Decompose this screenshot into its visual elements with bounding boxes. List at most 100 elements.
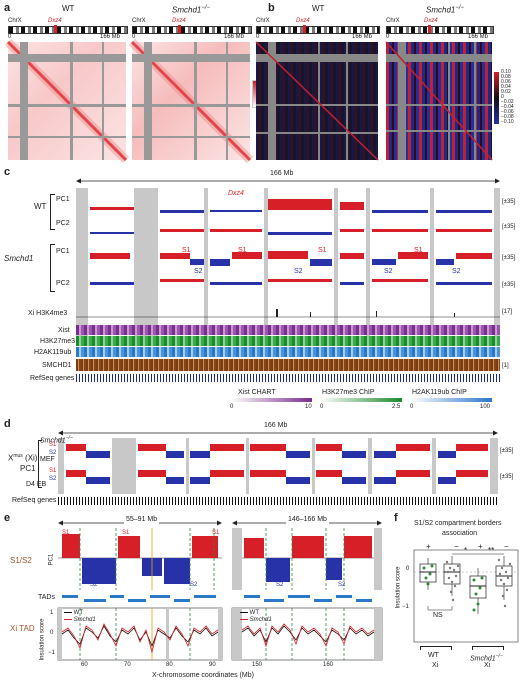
smchd1-label: SMCHD1 xyxy=(42,362,72,369)
colorbar-b-labels: 0.10 0.08 0.06 0.04 0.02 0 −0.02 −0.04 −… xyxy=(501,69,514,125)
ytick-e-2: −1 xyxy=(48,650,55,656)
f-group1b-label: Xi xyxy=(432,662,439,669)
s1-label-d2: S1 xyxy=(49,468,57,474)
span-arrow-c xyxy=(76,178,500,184)
scale-d-2: [±35] xyxy=(500,474,514,480)
smchd1-scale: [1] xyxy=(502,363,509,369)
f-ylabel: Insulation score xyxy=(395,566,402,609)
span-arrow-d xyxy=(58,430,498,436)
mut-title-b: Smchd1−/− xyxy=(426,5,465,15)
tads-track-e2 xyxy=(244,595,372,602)
h3k4-label: Xi H3K4me3 xyxy=(28,310,68,317)
panel-label-e: e xyxy=(4,512,11,524)
group-wt-c: WT xyxy=(34,202,47,211)
cbar-h3k27-min: 0 xyxy=(320,404,324,410)
wt-title-a: WT xyxy=(62,4,75,13)
s1-label-c4: S1 xyxy=(414,247,423,254)
track-pc1-mut: PC1 xyxy=(56,248,70,255)
cbar-h2ak-min: 0 xyxy=(410,404,414,410)
tads-track-e1 xyxy=(62,595,216,602)
s1-e3: S1 xyxy=(212,530,220,536)
smchd1-label-d: Smchd1−/− xyxy=(40,435,73,445)
hic-map-wt xyxy=(4,38,130,164)
xist-track xyxy=(76,325,500,335)
h2ak-track xyxy=(76,347,500,357)
xmus-label: Xmus (Xi) xyxy=(8,453,38,463)
track-pc2-wt: PC2 xyxy=(56,220,70,227)
legend-e: WT Smchd1 xyxy=(64,610,96,624)
xtick-60: 60 xyxy=(81,662,88,668)
xtick-70: 70 xyxy=(124,662,131,668)
s2-e1: S2 xyxy=(90,582,98,588)
f-ytick-0: 0 xyxy=(406,566,410,572)
range-label-e2: 146–166 Mb xyxy=(286,516,329,524)
panel-label-d: d xyxy=(4,418,11,430)
cbar-h2ak-max: 100 xyxy=(480,404,491,410)
f-group1-label: WT xyxy=(428,652,439,659)
correlation-map-wt xyxy=(255,41,379,161)
scale-c-3: [±35] xyxy=(502,255,516,261)
s2-e4: S2 xyxy=(338,582,346,588)
ytick-e-0: 1 xyxy=(50,610,54,616)
ytick-e-1: 0 xyxy=(50,630,54,636)
h3k4-scale: [17] xyxy=(502,309,513,315)
f-sign-4: − xyxy=(504,542,509,551)
s1-e2: S1 xyxy=(122,530,130,536)
h3k27-track xyxy=(76,336,500,346)
eb-label: D4 EB xyxy=(26,481,47,488)
f-group2b-label: Xi xyxy=(484,662,491,669)
sig-star-1: * xyxy=(464,546,468,555)
s1-label-c2: S1 xyxy=(238,247,247,254)
s1-e1: S1 xyxy=(62,530,70,536)
xist-label: Xist xyxy=(58,327,70,334)
f-sign-2: − xyxy=(454,542,459,551)
s2-label-d2: S2 xyxy=(49,476,57,482)
row-label-s1s2: S1/S2 xyxy=(10,556,32,565)
scale-c-2: [±35] xyxy=(502,224,516,230)
panel-label-f: f xyxy=(394,512,398,524)
insulation-plot-e1 xyxy=(57,607,223,661)
span-label-d: 166 Mb xyxy=(262,422,290,430)
span-label-c: 166 Mb xyxy=(268,170,296,178)
track-pc1-wt: PC1 xyxy=(56,196,70,203)
pc-tracks-c xyxy=(90,199,492,285)
h2ak-label: H2AK119ub xyxy=(34,349,72,356)
f-title-1: S1/S2 compartment borders xyxy=(414,520,502,527)
f-group1-bracket xyxy=(420,646,452,650)
cbar-h3k27-max: 2.5 xyxy=(392,404,401,410)
xtick-90: 90 xyxy=(209,662,216,668)
s2-e3: S2 xyxy=(276,582,284,588)
xlabel-e: X-chromosome coordinates (Mb) xyxy=(152,672,254,679)
h3k4-track xyxy=(76,309,500,318)
panel-label-a: a xyxy=(4,2,11,14)
cbar-h2ak xyxy=(410,398,492,402)
group-mut-c: Smchd1 xyxy=(4,254,34,263)
s1-label-c1: S1 xyxy=(182,247,191,254)
smchd1-track xyxy=(76,359,500,371)
pc1-plot-e1 xyxy=(58,528,222,590)
f-group2-label: Smchd1−/− xyxy=(470,653,503,663)
bracket-wt-c xyxy=(50,194,55,230)
refseq-label-d: RefSeq genes xyxy=(12,497,57,504)
cbar-xist-min: 0 xyxy=(230,404,234,410)
xtick-150: 150 xyxy=(252,662,263,668)
s2-label-d1: S2 xyxy=(49,450,57,456)
s1-label-d1: S1 xyxy=(49,442,57,448)
dxz4-label-c: Dxz4 xyxy=(228,190,244,197)
insulation-plot-e2 xyxy=(231,607,383,661)
pc-tracks-d xyxy=(66,444,488,484)
pc1-axis-label-e: PC1 xyxy=(48,553,55,566)
mef-label: MEF xyxy=(40,456,55,463)
s1-label-c3: S1 xyxy=(318,247,327,254)
refseq-track-d xyxy=(58,497,498,505)
ns-label: NS xyxy=(433,612,443,619)
track-area-d xyxy=(58,438,498,494)
pc1-plot-e2 xyxy=(232,528,382,590)
panel-label-b: b xyxy=(268,2,275,14)
refseq-track-c xyxy=(76,374,500,382)
f-ytick-1: −1 xyxy=(402,604,409,610)
h3k27-label: H3K27me3 xyxy=(40,338,76,345)
cbar-xist-name: Xist CHART xyxy=(238,389,276,396)
f-sign-1: + xyxy=(426,542,431,551)
correlation-map-mut xyxy=(385,41,493,161)
